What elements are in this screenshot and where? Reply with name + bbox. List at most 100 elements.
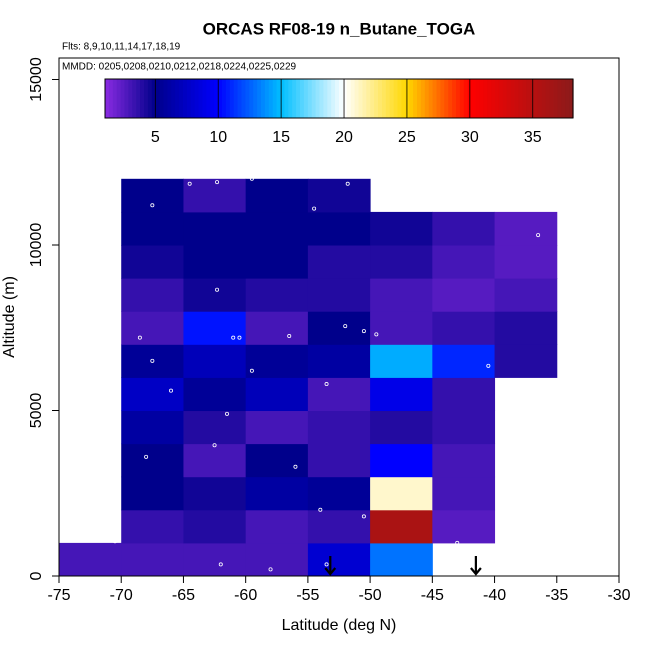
colorbar-segment bbox=[272, 79, 278, 118]
colorbar-segment bbox=[362, 79, 367, 118]
colorbar-segment bbox=[370, 79, 375, 118]
colorbar-segment bbox=[163, 79, 168, 118]
colorbar-segment bbox=[155, 79, 161, 118]
heat-cell bbox=[432, 211, 496, 246]
flight-point bbox=[268, 567, 273, 572]
heat-cell bbox=[307, 344, 371, 378]
colorbar-segment bbox=[436, 79, 441, 118]
heat-cell bbox=[121, 211, 184, 246]
flight-point bbox=[237, 335, 242, 340]
x-tick-label: -60 bbox=[234, 587, 257, 604]
colorbar-segment bbox=[413, 79, 418, 118]
colorbar-segment bbox=[432, 79, 438, 118]
colorbar-segment bbox=[522, 79, 527, 118]
colorbar-segment bbox=[537, 79, 543, 118]
flight-point bbox=[343, 324, 348, 329]
flight-point bbox=[150, 203, 155, 208]
colorbar-segment bbox=[198, 79, 204, 118]
heat-cell bbox=[432, 278, 496, 312]
arrow bbox=[470, 556, 482, 576]
colorbar-segment bbox=[315, 79, 321, 118]
heat-cell bbox=[307, 509, 371, 544]
annotation: MMDD: 0205,0208,0210,0212,0218,0224,0225… bbox=[62, 62, 297, 73]
heat-cell bbox=[121, 443, 184, 478]
colorbar-segment bbox=[144, 79, 149, 118]
colorbar-segment bbox=[331, 79, 336, 118]
colorbar-segment bbox=[417, 79, 422, 118]
colorbar-segment bbox=[303, 79, 309, 118]
colorbar-segment bbox=[405, 79, 410, 118]
flight-point bbox=[324, 382, 329, 387]
colorbar-segment bbox=[483, 79, 488, 118]
colorbar-segment bbox=[565, 79, 570, 118]
heat-cell bbox=[245, 509, 309, 544]
colorbar-segment bbox=[561, 79, 566, 118]
flight-point bbox=[324, 562, 329, 567]
heat-cell bbox=[183, 542, 247, 577]
x-tick-label: -50 bbox=[359, 587, 382, 604]
heat-cell bbox=[245, 278, 309, 312]
colorbar-segment bbox=[487, 79, 492, 118]
heat-cell bbox=[245, 245, 309, 279]
colorbar-segment bbox=[202, 79, 207, 118]
colorbar-segment bbox=[514, 79, 519, 118]
colorbar-segment bbox=[151, 79, 157, 118]
heat-cell bbox=[307, 211, 371, 246]
colorbar-segment bbox=[186, 79, 192, 118]
plot-frame bbox=[58, 57, 620, 577]
colorbar-segment bbox=[319, 79, 324, 118]
heat-cell bbox=[307, 410, 371, 445]
colorbar-segment bbox=[491, 79, 496, 118]
colorbar-segment bbox=[264, 79, 270, 118]
flight-point bbox=[361, 329, 366, 334]
heat-cell bbox=[370, 211, 433, 246]
flight-point bbox=[312, 206, 317, 211]
flight-point bbox=[212, 443, 217, 448]
flight-point bbox=[345, 181, 350, 186]
colorbar-segment bbox=[327, 79, 332, 118]
heat-cell bbox=[494, 245, 558, 279]
colorbar-segment bbox=[444, 79, 449, 118]
heat-cell bbox=[370, 344, 433, 378]
colorbar-segment bbox=[339, 79, 344, 118]
colorbar-segment bbox=[557, 79, 562, 118]
x-tick-label: -55 bbox=[296, 587, 319, 604]
colorbar-tick-label: 5 bbox=[151, 129, 160, 146]
heat-cell bbox=[307, 377, 371, 412]
flight-point bbox=[293, 464, 298, 469]
x-tick-label: -35 bbox=[545, 587, 568, 604]
colorbar-segment bbox=[136, 79, 141, 118]
y-tick-label: 0 bbox=[28, 571, 45, 580]
colorbar-segment bbox=[124, 79, 129, 118]
colorbar-segment bbox=[257, 79, 262, 118]
colorbar-segment bbox=[206, 79, 211, 118]
heat-cell bbox=[121, 410, 184, 445]
colorbar-segment bbox=[132, 79, 137, 118]
heat-cell bbox=[183, 344, 247, 378]
colorbar-segment bbox=[194, 79, 200, 118]
colorbar-segment bbox=[241, 79, 246, 118]
colorbar-segment bbox=[237, 79, 243, 118]
heat-cell bbox=[432, 344, 496, 378]
flight-point bbox=[455, 540, 460, 545]
y-tick-label: 10000 bbox=[28, 223, 45, 268]
colorbar-segment bbox=[323, 79, 328, 118]
colorbar-segment bbox=[300, 79, 305, 118]
heat-cell bbox=[370, 542, 433, 577]
colorbar-segment bbox=[463, 79, 469, 118]
heat-cell bbox=[494, 278, 558, 312]
flight-point bbox=[249, 176, 254, 181]
flight-point bbox=[361, 514, 366, 519]
heat-cell bbox=[494, 211, 558, 246]
flight-point bbox=[215, 180, 220, 185]
colorbar-segment bbox=[475, 79, 480, 118]
colorbar-segment bbox=[335, 79, 340, 118]
heat-cell bbox=[121, 509, 184, 544]
flight-point bbox=[536, 233, 541, 238]
colorbar-segment bbox=[498, 79, 504, 118]
x-tick-label: -70 bbox=[110, 587, 133, 604]
colorbar-segment bbox=[526, 79, 531, 118]
colorbar-segment bbox=[448, 79, 453, 118]
heat-cell bbox=[432, 377, 496, 412]
